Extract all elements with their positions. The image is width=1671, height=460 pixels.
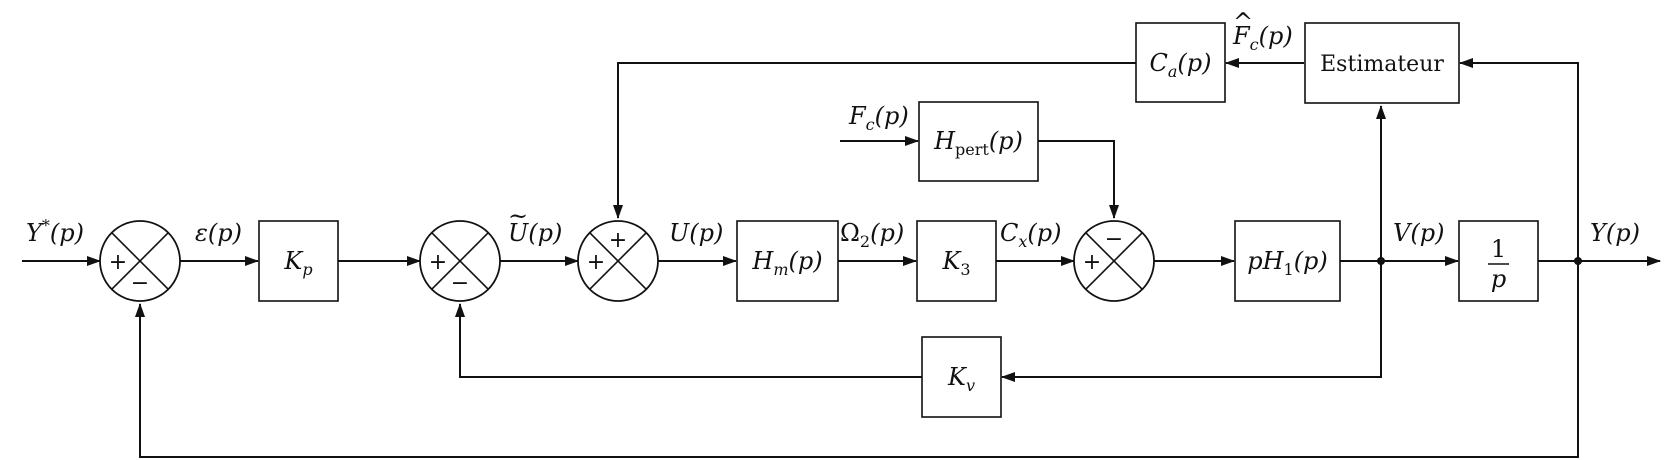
svg-text:^: ^ bbox=[1233, 8, 1253, 36]
svg-text:Kv: Kv bbox=[947, 363, 975, 395]
wire-v-feedback-kv bbox=[1001, 261, 1382, 382]
summer-4: + − bbox=[1073, 220, 1155, 302]
label-y: Y(p) bbox=[1590, 219, 1640, 247]
svg-text:U(p): U(p) bbox=[508, 219, 562, 247]
svg-text:~: ~ bbox=[508, 202, 528, 230]
label-u: U(p) bbox=[669, 219, 723, 247]
block-hpert: Hpert(p) bbox=[918, 101, 1039, 182]
svg-text:1: 1 bbox=[1491, 235, 1506, 263]
block-kv: Kv bbox=[921, 336, 1002, 418]
label-fc: Fc(p) bbox=[848, 102, 909, 134]
block-ph1: pH1(p) bbox=[1234, 220, 1341, 302]
wire-ca-to-s3 bbox=[613, 62, 1136, 219]
summer-4-sign-left: + bbox=[1083, 250, 1101, 275]
label-epsilon: ε(p) bbox=[195, 219, 242, 247]
block-kp: Kp bbox=[258, 220, 339, 302]
junction-y bbox=[1574, 257, 1582, 265]
label-cx: Cx(p) bbox=[1000, 219, 1062, 251]
block-k3: K3 bbox=[916, 220, 997, 302]
summer-2-sign-bottom: − bbox=[451, 271, 469, 296]
summer-1: + − bbox=[99, 220, 181, 302]
svg-text:Estimateur: Estimateur bbox=[1320, 52, 1444, 77]
label-utilde: U(p) ~ bbox=[508, 202, 562, 247]
summer-3: + + bbox=[577, 220, 659, 302]
wire-hpert-to-s4 bbox=[1038, 140, 1119, 219]
summer-2-sign-left: + bbox=[429, 250, 447, 275]
label-ystar: Y*(p) bbox=[26, 216, 84, 247]
block-integrator: 1 p bbox=[1458, 220, 1539, 302]
wires bbox=[22, 58, 1661, 458]
junction-v bbox=[1377, 257, 1385, 265]
label-omega2: Ω2(p) bbox=[840, 219, 904, 251]
svg-text:Hpert(p): Hpert(p) bbox=[933, 127, 1023, 159]
summer-1-sign-bottom: − bbox=[131, 271, 149, 296]
svg-text:Kp: Kp bbox=[283, 247, 312, 279]
svg-text:Fc(p): Fc(p) bbox=[1232, 22, 1293, 54]
wire-kv-to-s2 bbox=[455, 303, 922, 378]
svg-text:Hm(p): Hm(p) bbox=[751, 247, 822, 279]
block-hm: Hm(p) bbox=[736, 220, 839, 302]
block-ca: Ca(p) bbox=[1135, 22, 1226, 103]
summer-3-sign-left: + bbox=[587, 250, 605, 275]
label-fchat: Fc(p) ^ bbox=[1232, 8, 1293, 54]
summer-3-sign-top: + bbox=[609, 228, 627, 253]
svg-text:Ca(p): Ca(p) bbox=[1149, 49, 1211, 81]
svg-text:pH1(p): pH1(p) bbox=[1247, 247, 1328, 279]
summer-2: + − bbox=[419, 220, 501, 302]
block-estimator: Estimateur bbox=[1304, 22, 1460, 104]
label-v: V(p) bbox=[1393, 219, 1444, 247]
wire-y-to-estimator bbox=[1459, 58, 1579, 261]
svg-text:K3: K3 bbox=[941, 247, 970, 279]
wire-y-feedback-bottom bbox=[135, 261, 1579, 458]
summer-1-sign-left: + bbox=[109, 250, 127, 275]
svg-text:p: p bbox=[1491, 265, 1506, 293]
summer-4-sign-top: − bbox=[1105, 227, 1123, 252]
